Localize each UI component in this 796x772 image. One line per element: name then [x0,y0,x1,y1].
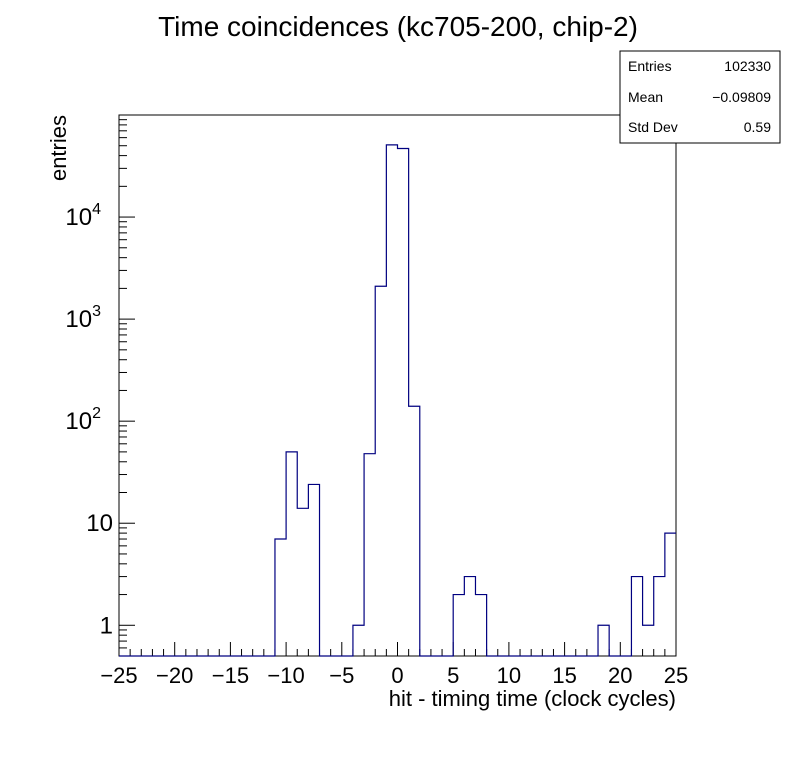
histogram-bin [286,452,297,656]
histogram-outline [119,144,676,657]
y-axis-label: entries [46,115,71,181]
x-tick-label: 20 [608,663,632,688]
histogram-bin [386,145,397,656]
histogram-bin [409,406,420,656]
stats-stddev-label: Std Dev [628,119,678,135]
histogram-bin [643,625,654,656]
y-tick-label: 1 [100,612,113,639]
histogram-bin [375,286,386,656]
histogram-bin [654,577,665,656]
stats-stddev-value: 0.59 [744,119,771,135]
stats-box-frame [619,50,781,144]
chart-title: Time coincidences (kc705-200, chip-2) [158,11,638,42]
histogram-bin [464,577,475,656]
x-tick-label: −5 [329,663,354,688]
x-tick-label: 5 [447,663,459,688]
x-tick-label: −10 [267,663,304,688]
histogram-bin [475,595,486,656]
y-tick-label: 103 [65,303,101,333]
histogram-bin [308,484,319,656]
stats-box: Entries 102330 Mean −0.09809 Std Dev 0.5… [619,50,781,144]
stats-mean-value: −0.09809 [712,89,771,105]
y-tick-label: 10 [86,510,113,537]
histogram-bin [598,625,609,656]
x-axis-label: hit - timing time (clock cycles) [389,686,676,711]
stats-entries-label: Entries [628,58,672,74]
x-tick-label: −15 [212,663,249,688]
histogram-bin [297,508,308,656]
histogram-bin [453,595,464,656]
x-tick-label: 0 [391,663,403,688]
x-tick-label: 10 [497,663,521,688]
histogram-bin [665,533,676,656]
y-tick-label: 104 [65,201,101,231]
x-tick-label: 25 [664,663,688,688]
y-tick-label: 102 [65,405,101,435]
x-tick-label: 15 [552,663,576,688]
histogram-bin [364,454,375,656]
histogram-bin [631,577,642,656]
stats-mean-label: Mean [628,89,663,105]
histogram-bin [398,148,409,656]
x-tick-label: −25 [100,663,137,688]
histogram-bin [353,625,364,656]
x-tick-label: −20 [156,663,193,688]
y-axis: 1 10 102 103 104 [65,114,135,657]
stats-entries-value: 102330 [724,58,771,74]
histogram-bin [275,539,286,656]
histogram-bins [275,145,676,656]
